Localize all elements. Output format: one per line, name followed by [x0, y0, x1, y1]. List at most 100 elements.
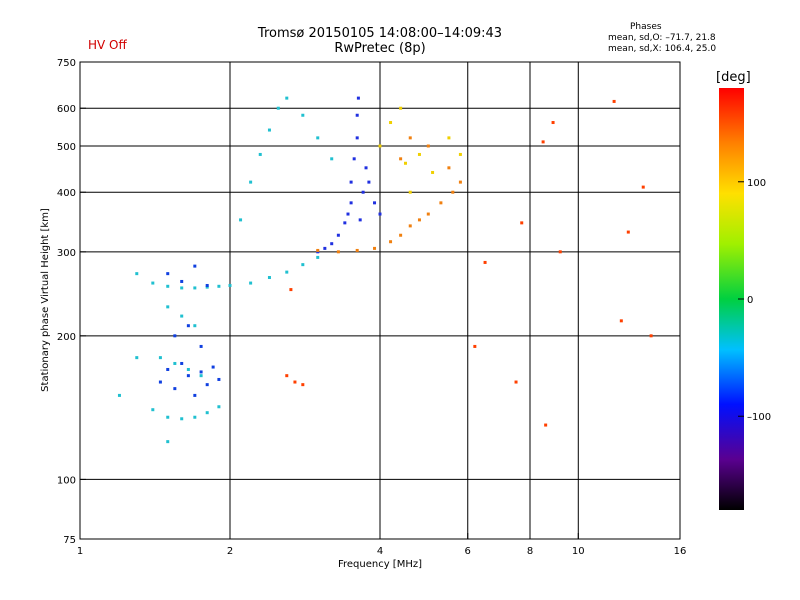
data-point [343, 221, 347, 225]
data-point [180, 314, 184, 318]
data-point [361, 190, 365, 194]
data-point [186, 324, 190, 328]
data-point [408, 190, 412, 194]
x-tick-label: 8 [527, 546, 533, 557]
data-point [193, 286, 197, 290]
data-point [211, 365, 215, 369]
data-point [483, 260, 487, 264]
x-tick-label: 2 [227, 546, 233, 557]
data-point [403, 161, 407, 165]
data-point [323, 246, 327, 250]
phases-heading: Phases [630, 22, 662, 32]
hv-status-label: HV Off [88, 38, 127, 52]
data-point [316, 248, 320, 252]
data-point [239, 218, 243, 222]
data-point [276, 106, 280, 110]
data-point [293, 380, 297, 384]
x-tick-label: 16 [674, 546, 687, 557]
data-point [151, 281, 155, 285]
colorbar-tick-label: 100 [747, 178, 766, 189]
data-point [289, 288, 293, 292]
data-point [447, 136, 451, 140]
data-point [336, 233, 340, 237]
data-point [349, 180, 353, 184]
y-axis-title: Stationary phase Virtual Height [km] [40, 208, 51, 392]
data-point [180, 279, 184, 283]
data-point [186, 367, 190, 371]
data-point [346, 212, 350, 216]
data-point [301, 383, 305, 387]
data-point [166, 305, 170, 309]
data-point [439, 201, 443, 205]
data-point [205, 283, 209, 287]
data-point [217, 284, 221, 288]
data-point [458, 152, 462, 156]
y-tick-label: 75 [63, 535, 76, 546]
data-point [249, 281, 253, 285]
data-point [355, 248, 359, 252]
data-point [158, 380, 162, 384]
data-point [426, 144, 430, 148]
data-point [451, 190, 455, 194]
data-point [612, 99, 616, 103]
scatter-points [117, 96, 653, 444]
data-point [520, 221, 524, 225]
data-point [166, 367, 170, 371]
data-point [541, 140, 545, 144]
data-point [378, 212, 382, 216]
data-point [267, 276, 271, 280]
data-point [158, 356, 162, 360]
data-point [558, 250, 562, 254]
data-point [316, 136, 320, 140]
y-axis-ticks: 75 100 200 300 400 500 600 750 [57, 58, 86, 546]
data-point [267, 128, 271, 132]
y-tick-label: 400 [57, 188, 76, 199]
data-point [330, 242, 334, 246]
data-point [166, 284, 170, 288]
data-point [399, 106, 403, 110]
data-point [458, 180, 462, 184]
data-point [285, 96, 289, 100]
data-point [389, 121, 393, 125]
data-point [364, 166, 368, 170]
data-point [551, 121, 555, 125]
data-point [378, 144, 382, 148]
x-tick-label: 6 [465, 546, 471, 557]
y-tick-label: 300 [57, 248, 76, 259]
data-point [173, 361, 177, 365]
data-point [373, 246, 377, 250]
y-tick-label: 500 [57, 142, 76, 153]
data-point [358, 218, 362, 222]
chart-title: Tromsø 20150105 14:08:00–14:09:43 [257, 26, 503, 41]
data-point [336, 250, 340, 254]
y-tick-label: 600 [57, 104, 76, 115]
data-point [180, 417, 184, 421]
data-point [367, 180, 371, 184]
data-point [649, 334, 653, 338]
data-point [399, 233, 403, 237]
data-point [417, 152, 421, 156]
data-point [258, 152, 262, 156]
data-point [301, 113, 305, 117]
data-point [356, 96, 360, 100]
data-point [408, 136, 412, 140]
data-point [205, 285, 209, 289]
data-point [180, 286, 184, 290]
data-point [447, 166, 451, 170]
colorbar-ticks: 100 0 –100 [738, 178, 771, 423]
data-point [408, 224, 412, 228]
phase-o-stats: mean, sd,O: –71.7, 21.8 [608, 33, 716, 43]
data-point [186, 374, 190, 378]
data-point [426, 212, 430, 216]
x-tick-label: 10 [572, 546, 585, 557]
data-point [151, 408, 155, 412]
x-axis-title: Frequency [MHz] [338, 559, 422, 570]
colorbar-unit-label: [deg] [716, 70, 751, 85]
data-point [514, 380, 518, 384]
data-point [249, 180, 253, 184]
data-point [166, 440, 170, 444]
grid-lines [80, 62, 680, 539]
data-point [135, 272, 139, 276]
data-point [199, 374, 203, 378]
